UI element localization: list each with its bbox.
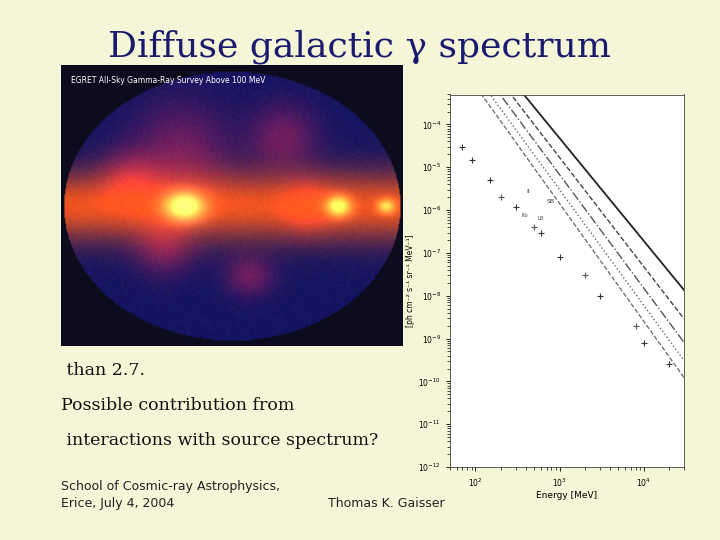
Text: IIb: IIb: [521, 213, 528, 218]
X-axis label: Energy [MeV]: Energy [MeV]: [536, 491, 598, 500]
Text: interactions with source spectrum?: interactions with source spectrum?: [61, 432, 379, 449]
Text: Diffuse galactic γ spectrum: Diffuse galactic γ spectrum: [109, 30, 611, 64]
Text: High-energy spectrum flatter: High-energy spectrum flatter: [61, 327, 320, 343]
Text: School of Cosmic-ray Astrophysics,
Erice, July 4, 2004: School of Cosmic-ray Astrophysics, Erice…: [61, 480, 280, 510]
Text: EGRET All-Sky Gamma-Ray Survey Above 100 MeV: EGRET All-Sky Gamma-Ray Survey Above 100…: [71, 76, 266, 85]
Text: Thomas K. Gaisser: Thomas K. Gaisser: [328, 497, 444, 510]
Text: II: II: [526, 189, 530, 194]
Text: SB: SB: [546, 199, 554, 204]
Text: LB: LB: [538, 215, 544, 221]
Y-axis label: [ph cm⁻² s⁻¹ sr⁻¹ MeV⁻¹]: [ph cm⁻² s⁻¹ sr⁻¹ MeV⁻¹]: [406, 234, 415, 327]
Text: Possible contribution from: Possible contribution from: [61, 397, 294, 414]
Text: than 2.7.: than 2.7.: [61, 362, 145, 379]
